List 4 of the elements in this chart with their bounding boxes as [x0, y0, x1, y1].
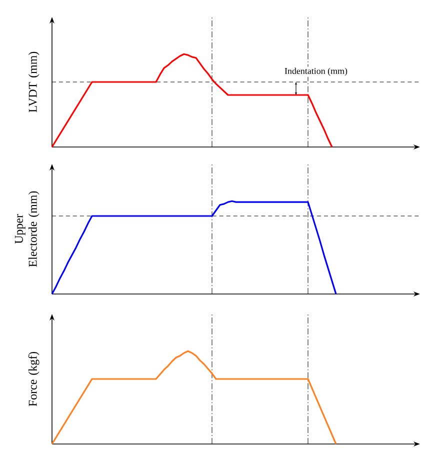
annotation: Indentation (mm) — [284, 68, 348, 76]
y-axis-title: LVDT (mm) — [28, 52, 40, 112]
y-axis-title: Force (kgf) — [28, 352, 40, 406]
y-axis-title: Upper Electorde (mm) — [14, 191, 40, 267]
